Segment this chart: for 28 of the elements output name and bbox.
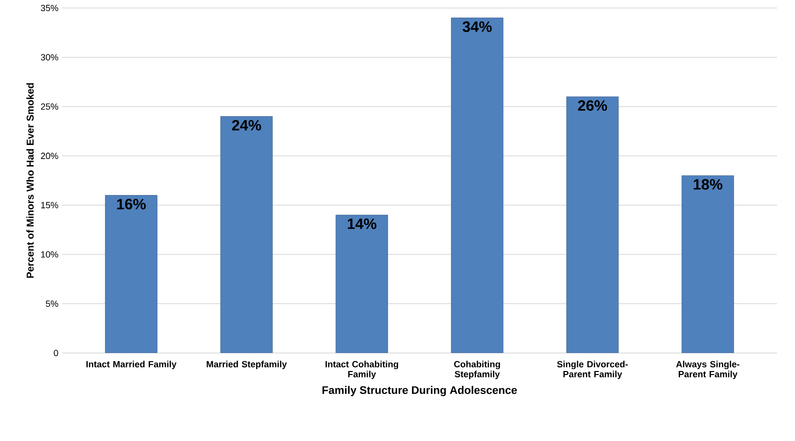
y-tick-label: 0 bbox=[54, 350, 58, 356]
x-tick-label: Cohabiting Stepfamily bbox=[454, 360, 500, 380]
bar bbox=[220, 116, 273, 353]
data-label: 16% bbox=[117, 198, 146, 210]
x-tick-label: Intact Cohabiting Family bbox=[326, 360, 398, 380]
x-tick-label: Always Single-Parent Family bbox=[676, 360, 740, 380]
bar bbox=[105, 195, 158, 353]
y-axis-title: Percent of Minors Who Had Ever Smoked bbox=[26, 83, 34, 278]
y-tick-label: 10% bbox=[41, 251, 58, 258]
data-label: 18% bbox=[694, 179, 722, 190]
bar bbox=[451, 18, 504, 353]
bar bbox=[336, 214, 388, 353]
data-label: 24% bbox=[232, 120, 262, 130]
data-label: 34% bbox=[462, 21, 492, 32]
x-axis-title: Family Structure During Adolescence bbox=[322, 386, 517, 396]
data-label: 14% bbox=[348, 218, 376, 230]
data-label: 26% bbox=[578, 100, 608, 111]
y-tick-label: 30% bbox=[40, 54, 58, 60]
y-tick-label: 20% bbox=[40, 152, 58, 160]
y-tick-label: 35% bbox=[40, 4, 58, 12]
x-tick-label: Single Divorced-Parent Family bbox=[557, 360, 628, 380]
y-tick-label: 5% bbox=[46, 300, 58, 307]
x-tick-label: Intact Married Family bbox=[86, 360, 176, 370]
bar bbox=[682, 175, 734, 353]
x-tick-label: Married Stepfamily bbox=[206, 360, 287, 370]
bar bbox=[566, 96, 619, 353]
y-tick-label: 15% bbox=[41, 202, 58, 208]
y-tick-label: 25% bbox=[40, 103, 58, 110]
